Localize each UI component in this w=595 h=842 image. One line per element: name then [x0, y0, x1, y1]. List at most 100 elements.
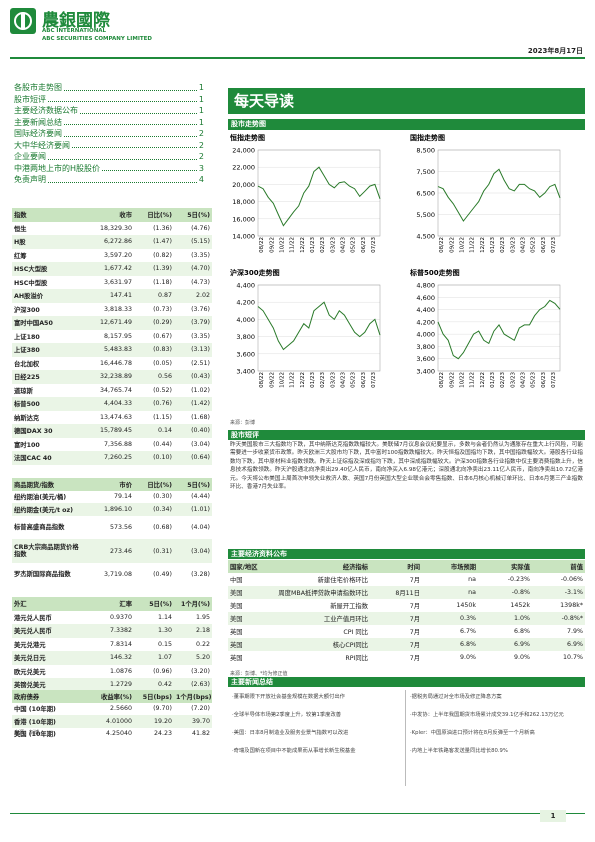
table-row: 美国 工业产值月环比 7月 0.3% 1.0% -0.8%*: [228, 612, 585, 625]
header-cell: 前值: [532, 560, 585, 573]
table-cell: 1,896.10: [82, 503, 134, 516]
x-tick-label: 07/23: [551, 237, 557, 253]
table-cell: (1.39): [134, 262, 174, 276]
y-tick-label: 4,000: [416, 331, 435, 339]
table-row: 纽约期金(美元/t oz) 1,896.10 (0.34) (1.01): [12, 503, 212, 516]
x-tick-label: 07/23: [551, 372, 557, 388]
y-tick-label: 3,400: [236, 368, 255, 376]
table-cell: 573.56: [109, 523, 132, 531]
table-cell: 0.56: [134, 370, 174, 384]
x-tick-label: 09/22: [269, 372, 275, 388]
x-tick-label: 08/22: [259, 372, 265, 388]
x-tick-label: 07/23: [371, 237, 377, 253]
toc-label: 主要新闻总结: [14, 117, 62, 127]
table-cell: 港元兑人民币: [14, 614, 52, 622]
section-title: 主要经济资料公布: [228, 549, 585, 559]
table-cell: (1.15): [153, 413, 172, 421]
divider: [405, 690, 406, 786]
table-row: 香港 (10年期) 4.01000 19.20 39.70: [12, 715, 212, 728]
toc-leader: [48, 174, 197, 183]
table-cell: (0.64): [174, 451, 212, 465]
table-cell: 美国: [230, 603, 243, 610]
brand-sub: ABC INTERNATIONAL: [42, 28, 107, 34]
table-row: CRB大宗商品期货价格指数 273.46 (0.31) (3.04): [12, 539, 212, 563]
header-cell: 经济指标: [258, 560, 370, 573]
news-column: ·据税务局通过对全市场及修正降息方案 ·中发协：上半年我国期货市场累计成交39.1…: [410, 694, 582, 766]
table-row: 台北加权 16,446.78 (0.05) (2.51): [12, 357, 212, 371]
table-cell: na: [422, 586, 478, 599]
y-tick-label: 5,500: [416, 211, 435, 219]
table-row: 道琼斯 34,765.74 (0.52) (1.02): [12, 384, 212, 398]
x-tick-label: 12/22: [480, 372, 486, 388]
table-cell: 上证180: [14, 333, 40, 341]
y-tick-label: 4,500: [416, 233, 435, 241]
header-cell: 政府债券: [12, 690, 82, 703]
table-cell: 0.14: [134, 424, 174, 438]
x-tick-label: 02/23: [500, 237, 506, 253]
table-cell: (7.20): [191, 705, 210, 713]
table-cell: 工业产值月环比: [258, 612, 370, 625]
table-cell: 7月: [370, 638, 422, 651]
y-tick-label: 3,800: [236, 333, 255, 341]
table-cell: 富时100: [14, 441, 40, 449]
table-cell: 7,356.88: [103, 440, 132, 448]
section-title: 主要新闻总结: [228, 677, 585, 687]
table-cell: (0.67): [153, 332, 172, 340]
table-cell: 7.9%: [567, 628, 583, 635]
table-cell: 沪深300: [14, 306, 40, 314]
date: 2023年8月17日: [527, 47, 583, 55]
table-cell: 美国: [228, 612, 258, 625]
table-cell: 7月: [409, 577, 420, 584]
table-cell: 1.14: [157, 613, 172, 621]
table-cell: 2.02: [174, 289, 212, 303]
table-cell: 恒生: [14, 225, 27, 233]
header-cell: 5日(%): [134, 597, 174, 611]
table-cell: 7.3382: [82, 624, 134, 638]
table-cell: 核心CPI同比: [258, 638, 370, 651]
table-cell: (3.04): [174, 539, 212, 563]
header-cell: 5日(%): [174, 478, 212, 491]
table-cell: 10.7%: [562, 654, 583, 661]
table-cell: -0.06%: [560, 576, 583, 583]
table-cell: (4.04): [191, 523, 210, 531]
table-cell: 3,597.20: [103, 251, 132, 259]
table-cell: 0.3%: [422, 612, 478, 625]
table-cell: 法国CAC 40: [12, 451, 82, 465]
table-cell: -0.8%*: [532, 612, 585, 625]
header-rule: [10, 57, 585, 59]
table-cell: 美元兑人民币: [12, 624, 82, 638]
table-cell: 4.01000: [82, 715, 134, 728]
plot-frame: [437, 284, 561, 372]
x-tick-label: 12/22: [480, 237, 486, 253]
news-item: ·Kpler：中国原油进口预计将在8月反弹至一个月新高: [410, 730, 535, 736]
table-cell: 英镑兑美元: [12, 678, 82, 692]
table-cell: (0.76): [134, 397, 174, 411]
table-cell: 1,677.42: [82, 262, 134, 276]
table-cell: (1.01): [174, 503, 212, 516]
table-cell: (1.02): [191, 386, 210, 394]
y-tick-label: 24,000: [232, 147, 255, 155]
table-cell: 富时中国A50: [12, 316, 82, 330]
table-cell: 纽约期油(美元/桶): [14, 494, 67, 502]
y-tick-label: 6,500: [416, 190, 435, 198]
x-tick-label: 10/22: [279, 372, 285, 388]
toc-page: 3: [198, 163, 204, 173]
x-tick-label: 09/22: [269, 237, 275, 253]
table-cell: (0.49): [153, 571, 172, 579]
news-column: ·董事期限下开放社会基金规模在数据大额付出作 ·全球半导体市场第2季度上升，较第1…: [232, 694, 402, 766]
toc-leader: [102, 163, 197, 171]
header-cell: 收市: [82, 208, 134, 222]
table-cell: 13,474.63: [99, 413, 132, 421]
table-cell: (2.51): [191, 359, 210, 367]
toc-item: 免责声明 4: [14, 174, 204, 186]
table-cell: 罗杰斯国际商品指数: [14, 571, 71, 579]
table-cell: 8,157.95: [103, 332, 132, 340]
news-item: ·据税务局通过对全市场及修正降息方案: [410, 694, 502, 700]
y-tick-label: 18,000: [232, 198, 255, 206]
table-cell: (0.30): [153, 493, 172, 501]
table-cell: 美国: [228, 586, 258, 599]
table-cell: 6.9%: [478, 638, 532, 651]
table-cell: na: [468, 576, 476, 583]
table-cell: 0.87: [134, 289, 174, 303]
chart-title: 沪深300走势图: [230, 268, 280, 277]
